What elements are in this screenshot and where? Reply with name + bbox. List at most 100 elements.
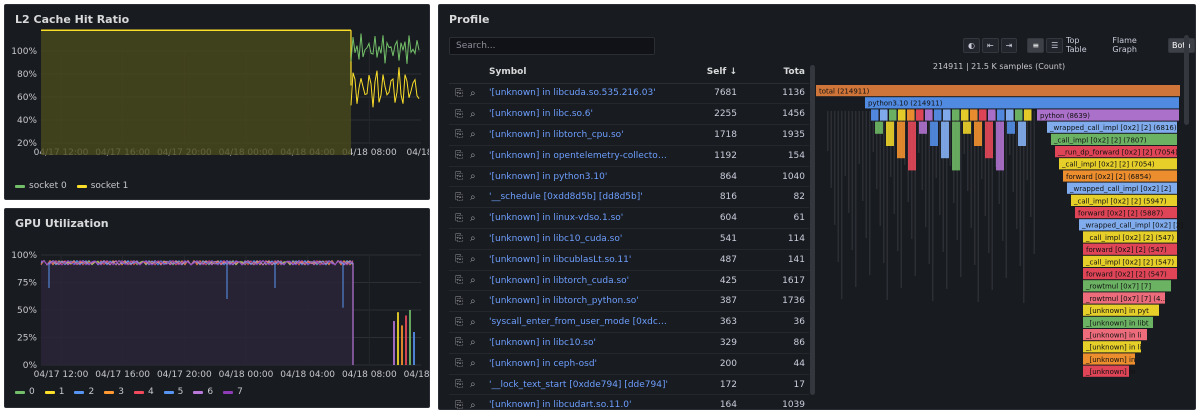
- symbol-cell[interactable]: '[unknown] in linux-vdso.1.so': [489, 207, 669, 230]
- copy-icon[interactable]: ⎘: [455, 129, 463, 141]
- copy-icon[interactable]: ⎘: [455, 254, 463, 266]
- flame-column: [918, 111, 920, 153]
- view-both-button[interactable]: Both: [1167, 37, 1195, 53]
- copy-icon[interactable]: ⎘: [455, 358, 463, 370]
- symbol-cell[interactable]: '[unknown] in ceph-osd': [489, 353, 669, 375]
- table-row[interactable]: ⎘ ⌕ '__schedule [0xdd8d5b] [dd8d5b]' 816 82: [449, 186, 809, 209]
- search-input[interactable]: Search...: [449, 37, 655, 55]
- symbol-cell[interactable]: '[unknown] in libcuda.so.535.216.03': [489, 83, 669, 105]
- panel-scrollbar[interactable]: [1184, 35, 1189, 125]
- search-icon[interactable]: ⌕: [470, 108, 476, 120]
- legend-item[interactable]: 1: [44, 387, 64, 397]
- expand-button[interactable]: ⇥: [1000, 37, 1018, 53]
- total-cell: 82: [741, 186, 809, 209]
- symbol-cell[interactable]: '[unknown] in libcublasLt.so.11': [489, 249, 669, 271]
- left-align-button[interactable]: ≡: [1027, 37, 1045, 53]
- legend-item[interactable]: 2: [74, 387, 94, 397]
- symbol-cell[interactable]: '[unknown] in libtorch_cuda.so': [489, 270, 669, 292]
- copy-icon[interactable]: ⎘: [455, 379, 463, 391]
- color-scheme-button[interactable]: ◐: [963, 37, 980, 53]
- copy-icon[interactable]: ⎘: [455, 212, 463, 224]
- legend-item[interactable]: 4: [133, 387, 154, 397]
- total-column-header[interactable]: Tota: [741, 61, 809, 84]
- search-icon[interactable]: ⌕: [470, 275, 476, 287]
- table-row[interactable]: ⎘ ⌕ '[unknown] in opentelemetry-collector-…: [449, 145, 809, 167]
- copy-icon[interactable]: ⎘: [455, 150, 463, 162]
- search-icon[interactable]: ⌕: [470, 358, 476, 370]
- table-row[interactable]: ⎘ ⌕ '[unknown] in libc10.so' 329 86: [449, 332, 809, 354]
- flame-bar-label: forward [0x2] [2] (547): [1086, 271, 1167, 279]
- search-icon[interactable]: ⌕: [470, 150, 476, 162]
- copy-icon[interactable]: ⎘: [455, 337, 463, 349]
- symbol-cell[interactable]: '[unknown] in libc.so.6': [489, 103, 669, 126]
- copy-icon[interactable]: ⎘: [455, 275, 463, 287]
- self-cell: 329: [669, 332, 741, 354]
- copy-icon[interactable]: ⎘: [455, 171, 463, 183]
- search-icon[interactable]: ⌕: [470, 254, 476, 266]
- table-row[interactable]: ⎘ ⌕ '[unknown] in libtorch_cpu.so' 1718 1935: [449, 124, 809, 146]
- copy-icon[interactable]: ⎘: [455, 316, 463, 328]
- view-top-table-button[interactable]: Top Table: [1066, 36, 1087, 54]
- legend-item[interactable]: socket 1: [76, 181, 128, 191]
- symbol-cell[interactable]: '[unknown] in libcudart.so.11.0': [489, 394, 669, 409]
- table-row[interactable]: ⎘ ⌕ '[unknown] in ceph-osd' 200 44: [449, 353, 809, 375]
- copy-icon[interactable]: ⎘: [455, 295, 463, 307]
- flame-column: [879, 111, 881, 226]
- search-icon[interactable]: ⌕: [470, 87, 476, 99]
- table-row[interactable]: ⎘ ⌕ '[unknown] in linux-vdso.1.so' 604 61: [449, 207, 809, 230]
- search-icon[interactable]: ⌕: [470, 129, 476, 141]
- search-icon[interactable]: ⌕: [470, 337, 476, 349]
- table-scrollbar[interactable]: [810, 65, 815, 395]
- symbol-cell[interactable]: '[unknown] in libc10_cuda.so': [489, 228, 669, 250]
- legend-item[interactable]: 7: [223, 387, 243, 397]
- copy-icon[interactable]: ⎘: [455, 108, 463, 120]
- legend-item[interactable]: socket 0: [15, 181, 67, 191]
- search-icon[interactable]: ⌕: [470, 212, 476, 224]
- series-line: [40, 260, 354, 266]
- copy-icon[interactable]: ⎘: [455, 399, 463, 410]
- legend-item[interactable]: 6: [193, 387, 213, 397]
- legend-item[interactable]: 3: [104, 387, 124, 397]
- symbol-cell[interactable]: '[unknown] in libtorch_cpu.so': [489, 124, 669, 146]
- search-icon[interactable]: ⌕: [470, 171, 476, 183]
- search-icon[interactable]: ⌕: [470, 316, 476, 328]
- table-row[interactable]: ⎘ ⌕ '[unknown] in libcuda.so.535.216.03' 76…: [449, 83, 809, 105]
- self-column-header[interactable]: Self ↓: [669, 61, 741, 84]
- table-row[interactable]: ⎘ ⌕ '[unknown] in libtorch_python.so' 387 17…: [449, 290, 809, 313]
- symbol-cell[interactable]: 'syscall_enter_from_user_mode [0xdcfe...: [489, 311, 669, 334]
- table-row[interactable]: ⎘ ⌕ '[unknown] in libcudart.so.11.0' 164 103…: [449, 394, 809, 410]
- search-icon[interactable]: ⌕: [470, 399, 476, 410]
- collapse-button[interactable]: ⇤: [981, 37, 999, 53]
- flame-bar: [898, 109, 906, 121]
- self-cell: 172: [669, 374, 741, 396]
- symbol-cell[interactable]: '[unknown] in python3.10': [489, 166, 669, 188]
- table-row[interactable]: ⎘ ⌕ '__lock_text_start [0xdde794] [dde794]…: [449, 374, 809, 396]
- table-row[interactable]: ⎘ ⌕ '[unknown] in libc10_cuda.so' 541 114: [449, 228, 809, 250]
- search-icon[interactable]: ⌕: [470, 379, 476, 391]
- symbol-cell[interactable]: '__schedule [0xdd8d5b] [dd8d5b]': [489, 186, 669, 209]
- table-row[interactable]: ⎘ ⌕ 'syscall_enter_from_user_mode [0xdcfe.…: [449, 311, 809, 334]
- symbol-cell[interactable]: '[unknown] in libtorch_python.so': [489, 290, 669, 313]
- legend-item[interactable]: 5: [163, 387, 183, 397]
- text-align-button[interactable]: ☰: [1046, 37, 1064, 53]
- search-icon[interactable]: ⌕: [470, 295, 476, 307]
- symbol-cell[interactable]: '__lock_text_start [0xdde794] [dde794]': [489, 374, 669, 396]
- symbol-cell[interactable]: '[unknown] in libc10.so': [489, 332, 669, 354]
- table-row[interactable]: ⎘ ⌕ '[unknown] in libtorch_cuda.so' 425 1617: [449, 270, 809, 292]
- flame-column: [1012, 111, 1014, 192]
- flame-bar: [1067, 182, 1177, 194]
- flame-bar-label: python3.10 (214911): [868, 100, 943, 108]
- symbol-column-header[interactable]: Symbol: [489, 61, 669, 84]
- copy-icon[interactable]: ⎘: [455, 233, 463, 245]
- flame-bar: [897, 121, 905, 159]
- search-icon[interactable]: ⌕: [470, 191, 476, 203]
- table-row[interactable]: ⎘ ⌕ '[unknown] in libcublasLt.so.11' 487 141: [449, 249, 809, 271]
- symbol-cell[interactable]: '[unknown] in opentelemetry-collector-..…: [489, 145, 669, 167]
- legend-item[interactable]: 0: [15, 387, 35, 397]
- table-row[interactable]: ⎘ ⌕ '[unknown] in libc.so.6' 2255 1456: [449, 103, 809, 126]
- table-row[interactable]: ⎘ ⌕ '[unknown] in python3.10' 864 1040: [449, 166, 809, 188]
- search-icon[interactable]: ⌕: [470, 233, 476, 245]
- copy-icon[interactable]: ⎘: [455, 87, 463, 99]
- view-flame-graph-button[interactable]: Flame Graph: [1112, 36, 1137, 54]
- copy-icon[interactable]: ⎘: [455, 191, 463, 203]
